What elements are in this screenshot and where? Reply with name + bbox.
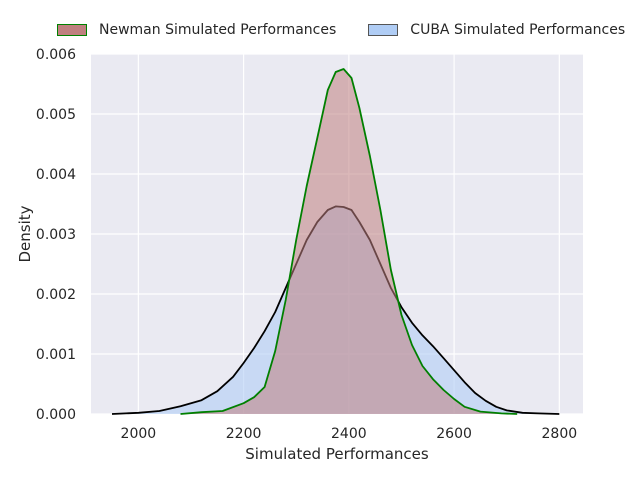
x-tick-label: 2200: [226, 426, 262, 442]
legend-swatch-cuba: [368, 24, 399, 36]
series-area-0: [180, 69, 518, 414]
chart-legend: Newman Simulated Performances CUBA Simul…: [57, 21, 640, 39]
x-tick-label: 2800: [542, 426, 578, 442]
y-tick-label: 0.006: [36, 47, 76, 63]
x-tick-label: 2600: [436, 426, 472, 442]
y-tick-label: 0.001: [36, 347, 76, 363]
y-tick-label: 0.004: [36, 167, 76, 183]
y-tick-labels: 0.000 0.001 0.002 0.003 0.004 0.005 0.006: [36, 47, 76, 423]
x-tick-label: 2000: [121, 426, 157, 442]
legend-item-cuba: CUBA Simulated Performances: [368, 22, 625, 38]
x-tick-label: 2400: [331, 426, 367, 442]
y-tick-label: 0.005: [36, 107, 76, 123]
y-tick-label: 0.003: [36, 227, 76, 243]
y-axis-label: Density: [16, 205, 34, 262]
series-layer: [111, 68, 560, 415]
legend-item-newman: Newman Simulated Performances: [57, 22, 336, 38]
x-axis-label: Simulated Performances: [245, 445, 429, 463]
y-tick-label: 0.002: [36, 287, 76, 303]
legend-swatch-newman: [57, 24, 87, 36]
legend-label-newman: Newman Simulated Performances: [99, 22, 337, 38]
series-line-0: [180, 68, 518, 415]
legend-label-cuba: CUBA Simulated Performances: [410, 22, 626, 38]
y-tick-label: 0.000: [36, 407, 76, 423]
x-tick-labels: 2000 2200 2400 2600 2800: [121, 426, 578, 442]
